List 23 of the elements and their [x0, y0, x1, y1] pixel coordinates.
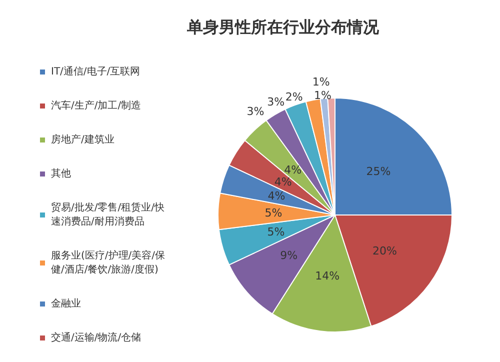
data-label: 2%	[285, 90, 303, 104]
data-label: 25%	[366, 165, 391, 178]
legend-label: IT/通信/电子/互联网	[51, 66, 140, 78]
legend-label: 交通/运输/物流/仓储	[51, 332, 142, 344]
data-label: 14%	[315, 270, 340, 283]
legend-label: 贸易/批发/零售/租赁业/快速消费品/耐用消费品	[51, 202, 164, 228]
data-label: 1%	[314, 89, 332, 102]
data-label: 20%	[372, 244, 397, 258]
data-label: 4%	[274, 176, 292, 189]
legend-label: 服务业(医疗/护理/美容/保健/酒店/餐饮/旅游/度假)	[51, 250, 166, 276]
legend-label: 汽车/生产/加工/制造	[51, 100, 142, 112]
data-label: 3%	[246, 105, 264, 118]
legend-label: 其他	[51, 168, 71, 180]
data-label: 5%	[267, 226, 285, 239]
legend-label: 房地产/建筑业	[51, 134, 114, 146]
data-label: 4%	[284, 164, 302, 177]
data-label: 9%	[280, 249, 298, 262]
legend-label: 金融业	[51, 298, 81, 310]
data-label: 1%	[312, 76, 330, 89]
chart-title: 单身男性所在行业分布情况	[186, 18, 380, 36]
data-label: 3%	[267, 96, 285, 109]
data-label: 4%	[268, 189, 286, 202]
data-label: 5%	[264, 206, 282, 220]
